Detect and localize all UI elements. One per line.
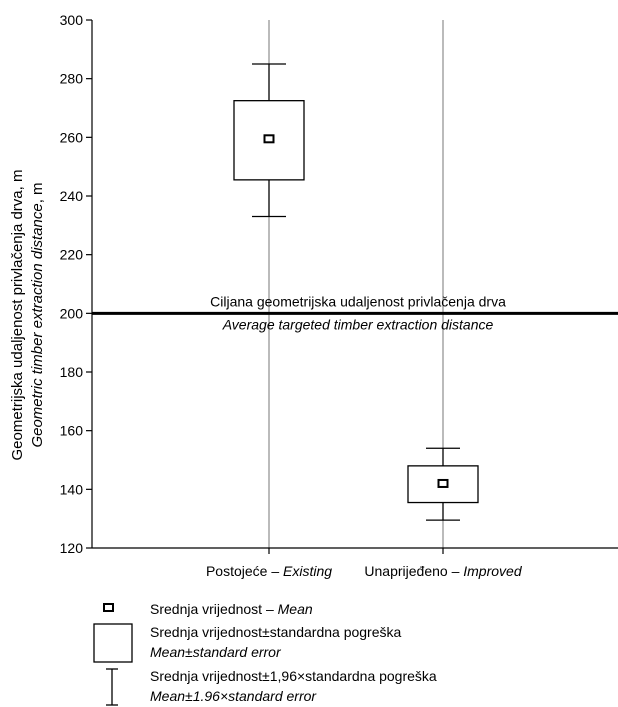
boxes-group xyxy=(233,63,479,521)
y-axis-label-suffix: , m xyxy=(29,182,46,203)
x-axis-labels: Postojeće – Existing Unaprijeđeno – Impro… xyxy=(206,563,523,579)
x-tick-label-0: Postojeće – Existing xyxy=(206,563,332,579)
legend-ci-label-italic: Mean±1.96×standard error xyxy=(150,688,317,704)
y-tick-label-280: 280 xyxy=(60,71,84,87)
y-axis-label-en: Geometric timber extraction distance, m xyxy=(29,182,46,447)
reference-line-group: Ciljana geometrijska udaljenost privlače… xyxy=(92,293,618,332)
legend-se-symbol xyxy=(93,623,133,663)
legend-ci-symbol xyxy=(106,668,118,706)
box-existing xyxy=(233,63,305,218)
y-tick-label-240: 240 xyxy=(60,188,84,204)
y-tick-label-160: 160 xyxy=(60,423,84,439)
y-tick-label-300: 300 xyxy=(60,12,84,28)
y-tick-label-200: 200 xyxy=(60,305,84,321)
mean-marker xyxy=(437,478,449,488)
legend-se-label-italic: Mean±standard error xyxy=(150,644,282,660)
legend: Srednja vrijednost – Mean Srednja vrijed… xyxy=(93,601,437,706)
mean-marker xyxy=(263,134,275,144)
x-tick-label-italic: Improved xyxy=(463,563,523,579)
x-tick-label-prefix: Unaprijeđeno – xyxy=(364,563,463,579)
axes xyxy=(91,20,618,554)
legend-mean-symbol xyxy=(103,603,114,612)
reference-line-label-italic: Average targeted timber extraction dista… xyxy=(222,316,494,332)
legend-mean-text: Srednja vrijednost – xyxy=(150,601,278,617)
y-tick-label-140: 140 xyxy=(60,481,84,497)
y-tick-label-120: 120 xyxy=(60,540,84,556)
y-axis-label-italic: Geometric timber extraction distance xyxy=(29,203,46,447)
x-tick-label-prefix: Postojeće – xyxy=(206,563,283,579)
x-tick-label-1: Unaprijeđeno – Improved xyxy=(364,563,522,579)
legend-mean-label: Srednja vrijednost – Mean xyxy=(150,601,313,617)
y-axis-label: Geometrijska udaljenost privlačenja drva… xyxy=(9,170,26,461)
legend-mean-italic: Mean xyxy=(278,601,313,617)
y-tick-label-180: 180 xyxy=(60,364,84,380)
box-improved xyxy=(407,447,479,521)
legend-ci-label: Srednja vrijednost±1,96×standardna pogre… xyxy=(150,668,437,684)
y-axis-ticks: 120 140 160 180 200 220 240 260 280 300 xyxy=(60,12,92,556)
y-axis-label-main: Geometrijska udaljenost privlačenja drva… xyxy=(9,170,26,461)
x-tick-label-italic: Existing xyxy=(283,563,332,579)
y-tick-label-220: 220 xyxy=(60,247,84,263)
legend-se-label: Srednja vrijednost±standardna pogreška xyxy=(150,624,401,640)
y-tick-label-260: 260 xyxy=(60,129,84,145)
reference-line-label: Ciljana geometrijska udaljenost privlače… xyxy=(210,293,506,309)
